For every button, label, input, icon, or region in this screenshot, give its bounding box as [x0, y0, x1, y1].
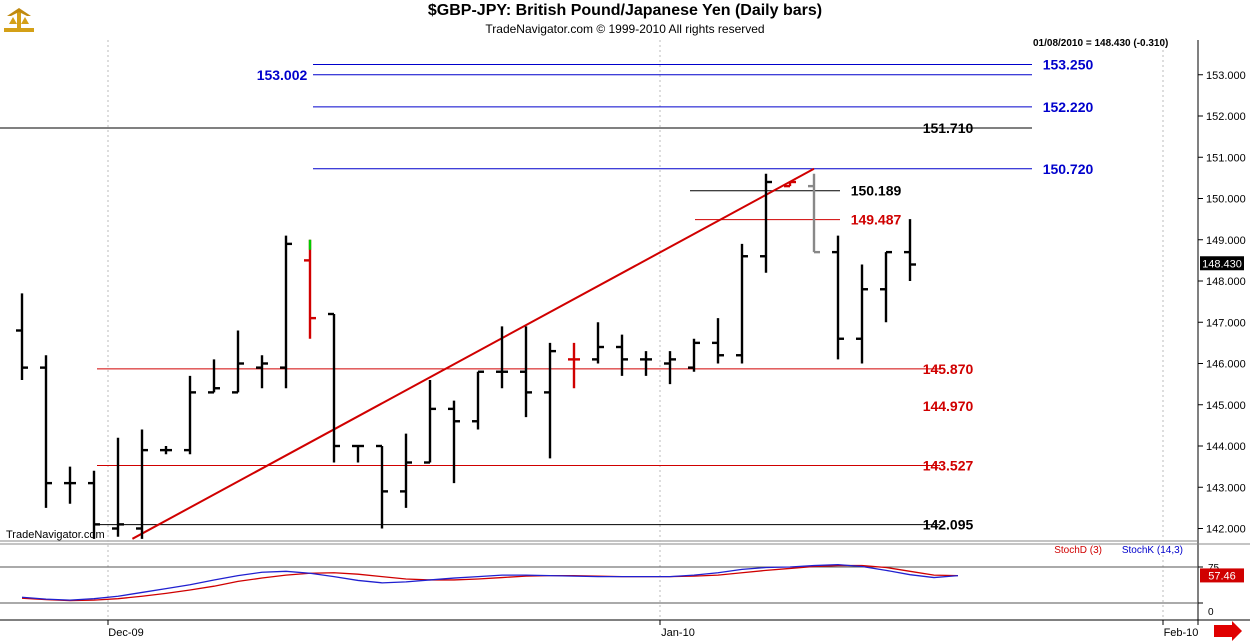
- ohlc-bar: [640, 351, 652, 376]
- ohlc-bar: [688, 338, 700, 372]
- ohlc-bar: [64, 466, 76, 504]
- ohlc-bar: [376, 444, 388, 529]
- ohlc-bar: [352, 444, 364, 463]
- ohlc-bar: [280, 235, 292, 389]
- ohlc-bar: [832, 235, 844, 360]
- price-tick-label: 146.000: [1206, 359, 1246, 371]
- ohlc-bar: [544, 342, 556, 459]
- ohlc-bar: [808, 173, 820, 254]
- watermark-label: TradeNavigator.com: [6, 529, 105, 541]
- ohlc-bar: [160, 446, 172, 455]
- level-label: 152.220: [1043, 99, 1094, 115]
- time-tick-label: Dec-09: [108, 627, 143, 639]
- ohlc-bar: [400, 433, 412, 508]
- ohlc-bar: [256, 355, 268, 389]
- ohlc-bar: [232, 330, 244, 394]
- ohlc-bar: [712, 318, 724, 364]
- ohlc-bar: [736, 243, 748, 364]
- ohlc-bar: [856, 264, 868, 364]
- ohlc-bar: [424, 380, 436, 464]
- stoch-d-line: [21, 564, 959, 602]
- price-tick-label: 150.000: [1206, 194, 1246, 206]
- ohlc-bar: [760, 173, 772, 273]
- stoch-d-legend: StochD (3): [1054, 545, 1102, 556]
- trade-navigator-logo-icon: [3, 4, 35, 34]
- ohlc-bar: [904, 219, 916, 281]
- ohlc-bar: [328, 312, 340, 463]
- ohlc-bar: [304, 239, 316, 339]
- ohlc-bar: [16, 293, 28, 380]
- left-level-label: 153.002: [257, 67, 308, 83]
- scroll-right-arrow-icon[interactable]: [1214, 621, 1242, 641]
- stoch-k-line: [21, 563, 959, 601]
- price-tick-label: 152.000: [1206, 111, 1246, 123]
- level-label: 153.250: [1043, 56, 1094, 72]
- price-tick-label: 142.000: [1206, 524, 1246, 536]
- ohlc-bar: [448, 400, 460, 484]
- ohlc-bar: [592, 322, 604, 364]
- level-label: 150.720: [1043, 161, 1094, 177]
- level-label: 144.970: [923, 398, 974, 414]
- level-label: 143.527: [923, 458, 974, 474]
- ohlc-bar: [520, 326, 532, 418]
- ohlc-bar: [616, 334, 628, 376]
- price-axis-panel: [1198, 40, 1250, 603]
- stoch-value-tag: [1200, 568, 1244, 583]
- last-price-tag: [1200, 256, 1244, 271]
- chart-title: $GBP-JPY: British Pound/Japanese Yen (Da…: [427, 2, 823, 19]
- price-tick-label: 144.000: [1206, 441, 1246, 453]
- ohlc-bar: [88, 470, 100, 539]
- ohlc-bar: [664, 351, 676, 385]
- stoch-value-tag-label: 57.46: [1208, 570, 1236, 582]
- level-label: 150.189: [851, 183, 902, 199]
- stoch-tick-label: 0: [1208, 607, 1214, 618]
- price-tick-label: 145.000: [1206, 400, 1246, 412]
- chart-subtitle: TradeNavigator.com © 1999-2010 All right…: [485, 22, 765, 36]
- ohlc-bar: [784, 180, 796, 188]
- price-tick-label: 153.000: [1206, 70, 1246, 82]
- price-tick-label: 148.000: [1206, 276, 1246, 288]
- stoch-k-legend: StochK (14,3): [1122, 545, 1183, 556]
- price-tick-label: 151.000: [1206, 152, 1246, 164]
- level-label: 145.870: [923, 361, 974, 377]
- ohlc-bar: [208, 359, 220, 394]
- level-label: 142.095: [923, 517, 974, 533]
- ohlc-bar: [136, 429, 148, 539]
- price-tick-label: 147.000: [1206, 317, 1246, 329]
- price-tick-label: 143.000: [1206, 482, 1246, 494]
- ohlc-bar: [568, 342, 580, 389]
- price-tick-label: 149.000: [1206, 235, 1246, 247]
- ohlc-bar: [472, 370, 484, 430]
- last-price-tag-label: 148.430: [1202, 258, 1242, 270]
- ohlc-bar: [184, 375, 196, 455]
- last-bar-info: 01/08/2010 = 148.430 (-0.310): [1033, 38, 1168, 49]
- ohlc-bar: [496, 326, 508, 389]
- ohlc-bar: [40, 355, 52, 508]
- time-tick-label: Jan-10: [661, 627, 695, 639]
- time-tick-label: Feb-10: [1164, 627, 1199, 639]
- level-label: 149.487: [851, 212, 902, 228]
- ohlc-bar: [112, 437, 124, 537]
- level-label: 151.710: [923, 120, 974, 136]
- trendline: [131, 167, 815, 540]
- ohlc-bar: [880, 250, 892, 323]
